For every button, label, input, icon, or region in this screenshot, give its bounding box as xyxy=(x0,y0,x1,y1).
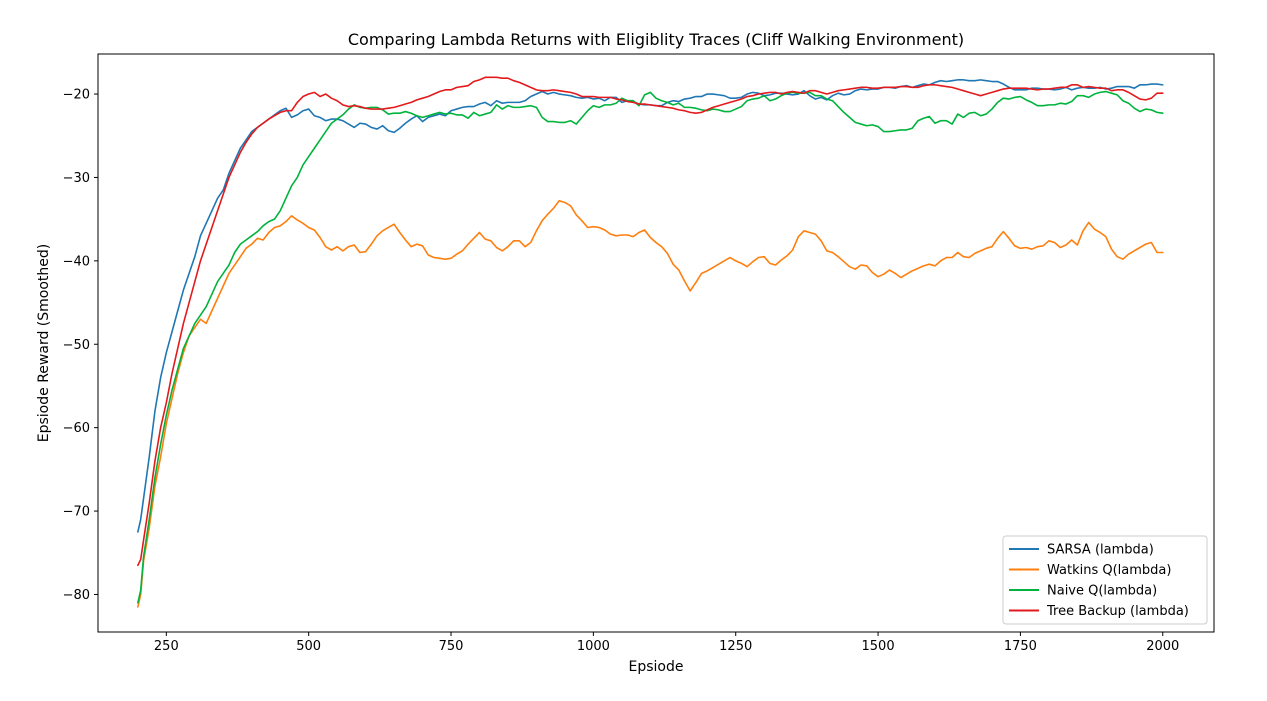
chart-title: Comparing Lambda Returns with Eligiblity… xyxy=(348,30,964,49)
x-tick-label: 250 xyxy=(154,639,179,654)
y-tick-label: −60 xyxy=(63,421,90,436)
y-tick-label: −40 xyxy=(63,254,90,269)
legend-label-watkins-q-lambda: Watkins Q(lambda) xyxy=(1047,563,1171,578)
y-tick-label: −30 xyxy=(63,171,90,186)
series-line-tree-backup-lambda xyxy=(137,76,1164,567)
y-tick-label: −70 xyxy=(63,505,90,520)
y-tick-label: −20 xyxy=(63,88,90,103)
legend: SARSA (lambda) Watkins Q(lambda) Naive Q(l… xyxy=(1002,535,1208,625)
y-tick-label: −50 xyxy=(63,338,90,353)
plot-frame xyxy=(97,53,1215,633)
x-tick-label: 1750 xyxy=(1004,639,1037,654)
x-tick-label: 1000 xyxy=(577,639,610,654)
x-tick-label: 1250 xyxy=(719,639,752,654)
x-axis: 250 500 750 1000 1250 1500 1750 2000 xyxy=(154,632,1179,654)
legend-items: SARSA (lambda) Watkins Q(lambda) Naive Q(l… xyxy=(1009,543,1189,619)
y-axis-label: Epsiode Reward (Smoothed) xyxy=(36,244,52,442)
x-axis-label: Epsiode xyxy=(629,659,684,675)
series-line-watkins-q-lambda xyxy=(137,199,1164,608)
x-tick-label: 500 xyxy=(296,639,321,654)
series-line-naive-q-lambda xyxy=(137,90,1164,604)
x-tick-label: 750 xyxy=(439,639,464,654)
legend-box xyxy=(1002,535,1208,625)
y-axis: −80 −70 −60 −50 −40 −30 −20 xyxy=(63,88,98,603)
x-tick-label: 1500 xyxy=(862,639,895,654)
legend-label-naive-q-lambda: Naive Q(lambda) xyxy=(1047,584,1157,599)
legend-label-sarsa-lambda: SARSA (lambda) xyxy=(1047,543,1154,558)
x-tick-label: 2000 xyxy=(1146,639,1179,654)
series-layer xyxy=(137,76,1164,608)
y-tick-label: −80 xyxy=(63,588,90,603)
legend-label-tree-backup-lambda: Tree Backup (lambda) xyxy=(1046,604,1189,619)
